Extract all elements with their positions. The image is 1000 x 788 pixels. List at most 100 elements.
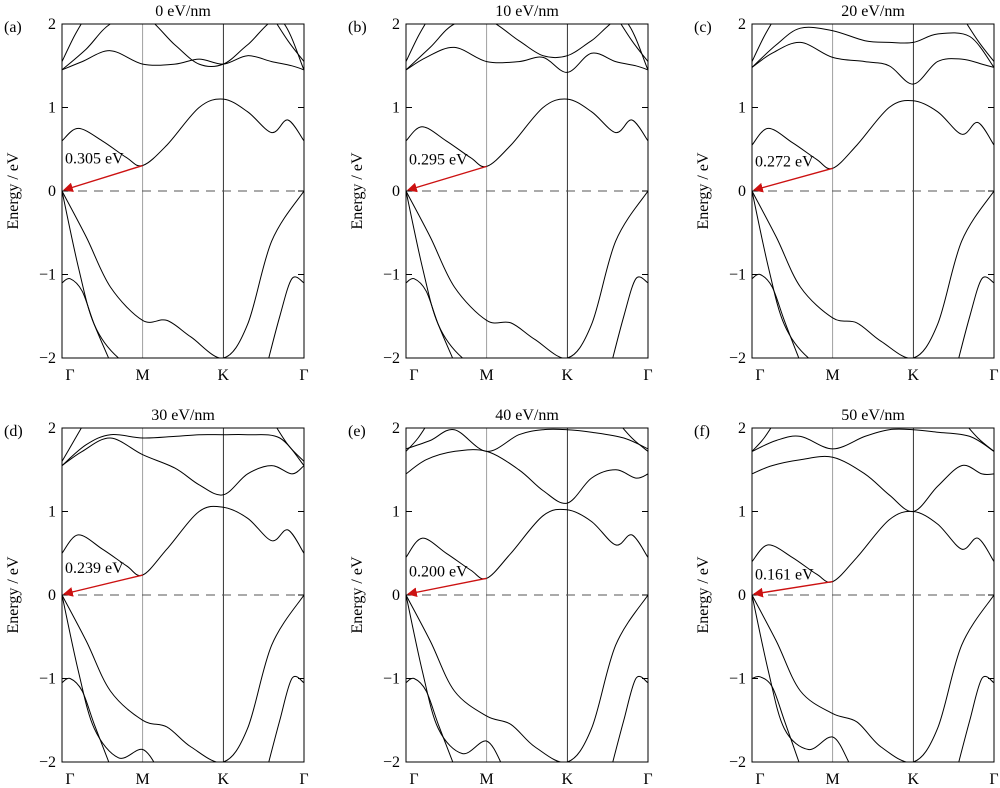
y-tick-label: 1 [392,100,400,117]
y-tick-label: −1 [383,267,400,284]
x-tick-label: K [218,367,230,384]
panel-title: 20 eV/nm [841,3,905,20]
band-CB3 [406,428,648,452]
band-CB4 [62,428,82,462]
band-CB5 [968,428,994,452]
band-CB5 [276,24,304,62]
y-tick-label: 2 [738,16,746,33]
x-tick-label: K [218,771,230,788]
band-CB1 [406,508,648,580]
band-CB1 [406,98,648,168]
y-tick-label: 2 [738,420,746,437]
band-CB4 [62,24,82,62]
band-CB1 [752,100,994,170]
panel-a: 2 1 0 −1 −2 Γ M K Γ Energy / eV 0 eV/nm (a) 0.305 eV [4,3,309,384]
gap-arrow [407,577,487,598]
band-CB4 [406,24,426,62]
x-tick-label: Γ [409,771,418,788]
band-VB2 [62,190,120,358]
y-tick-label: 1 [738,100,746,117]
x-tick-label: Γ [65,771,74,788]
panel-label: (b) [348,19,367,36]
x-tick-label: Γ [989,367,998,384]
gap-annotation-text: 0.295 eV [409,151,468,168]
x-tick-label: Γ [755,771,764,788]
y-tick-label: 2 [48,16,56,33]
panel-label: (c) [694,19,712,36]
panel-label: (d) [4,423,23,440]
x-tick-label: Γ [299,367,308,384]
y-tick-label: 0 [48,183,56,200]
y-axis-label: Energy / eV [349,556,366,633]
panel-title: 50 eV/nm [841,407,905,424]
x-tick-label: M [826,367,840,384]
band-CB5 [622,428,648,452]
band-CB2 [62,50,304,71]
y-tick-label: −2 [39,350,56,367]
band-CB1 [752,510,994,583]
band-VB1 [406,594,648,762]
x-tick-label: Γ [65,367,74,384]
gap-arrow [63,164,143,193]
y-tick-label: 1 [738,504,746,521]
band-VB1 [406,190,648,358]
y-tick-label: 2 [392,420,400,437]
x-tick-label: Γ [299,771,308,788]
x-tick-label: K [908,367,920,384]
band-VB2 [406,594,502,762]
panel-title: 0 eV/nm [155,3,211,20]
band-VB3 [752,675,800,762]
y-tick-label: 0 [738,183,746,200]
y-axis-label: Energy / eV [5,152,22,229]
band-CB1 [62,505,304,577]
y-tick-label: −1 [729,671,746,688]
gap-annotation-text: 0.161 eV [755,567,814,584]
x-tick-label: Γ [989,771,998,788]
y-tick-label: −1 [729,267,746,284]
band-CB2 [406,46,648,73]
band-VB2 [406,190,464,358]
band-CB4 [752,428,772,452]
band-CB2 [752,41,994,85]
panel-label: (f) [694,423,710,440]
bands [752,24,994,358]
panel-e: 2 1 0 −1 −2 Γ M K Γ Energy / eV 40 eV/nm (e) 0.200 e… [348,407,653,788]
x-tick-label: M [826,771,840,788]
band-VB1 [62,190,304,358]
y-tick-label: −2 [39,754,56,771]
y-tick-label: 0 [48,587,56,604]
panel-title: 40 eV/nm [495,407,559,424]
x-tick-label: K [908,771,920,788]
band-VB1 [752,594,994,762]
x-tick-label: Γ [755,367,764,384]
band-CB2 [752,455,994,513]
bands [62,428,304,762]
y-tick-label: −2 [729,754,746,771]
panel-title: 10 eV/nm [495,3,559,20]
band-CB5 [276,428,304,462]
band-VB1 [752,190,994,358]
band-VB3 [406,677,454,762]
gap-arrow [407,165,487,193]
bands [62,24,304,358]
x-tick-label: Γ [643,771,652,788]
panel-label: (e) [348,423,366,440]
panel-f: 2 1 0 −1 −2 Γ M K Γ Energy / eV 50 eV/nm (f) 0.161 e… [694,407,999,788]
gap-annotation-text: 0.305 eV [65,151,124,168]
bands [406,428,648,762]
y-axis-label: Energy / eV [349,152,366,229]
gap-arrow [753,167,833,193]
x-tick-label: M [480,367,494,384]
band-VB2 [752,594,850,762]
band-CB4 [752,24,772,62]
y-tick-label: −2 [383,350,400,367]
band-CB5 [966,24,994,62]
band-VB1 [62,594,304,762]
y-tick-label: 2 [48,420,56,437]
y-axis-label: Energy / eV [695,152,712,229]
y-tick-label: 0 [392,183,400,200]
gap-annotation-text: 0.200 eV [409,563,468,580]
y-tick-label: 1 [48,100,56,117]
panel-title: 30 eV/nm [151,407,215,424]
